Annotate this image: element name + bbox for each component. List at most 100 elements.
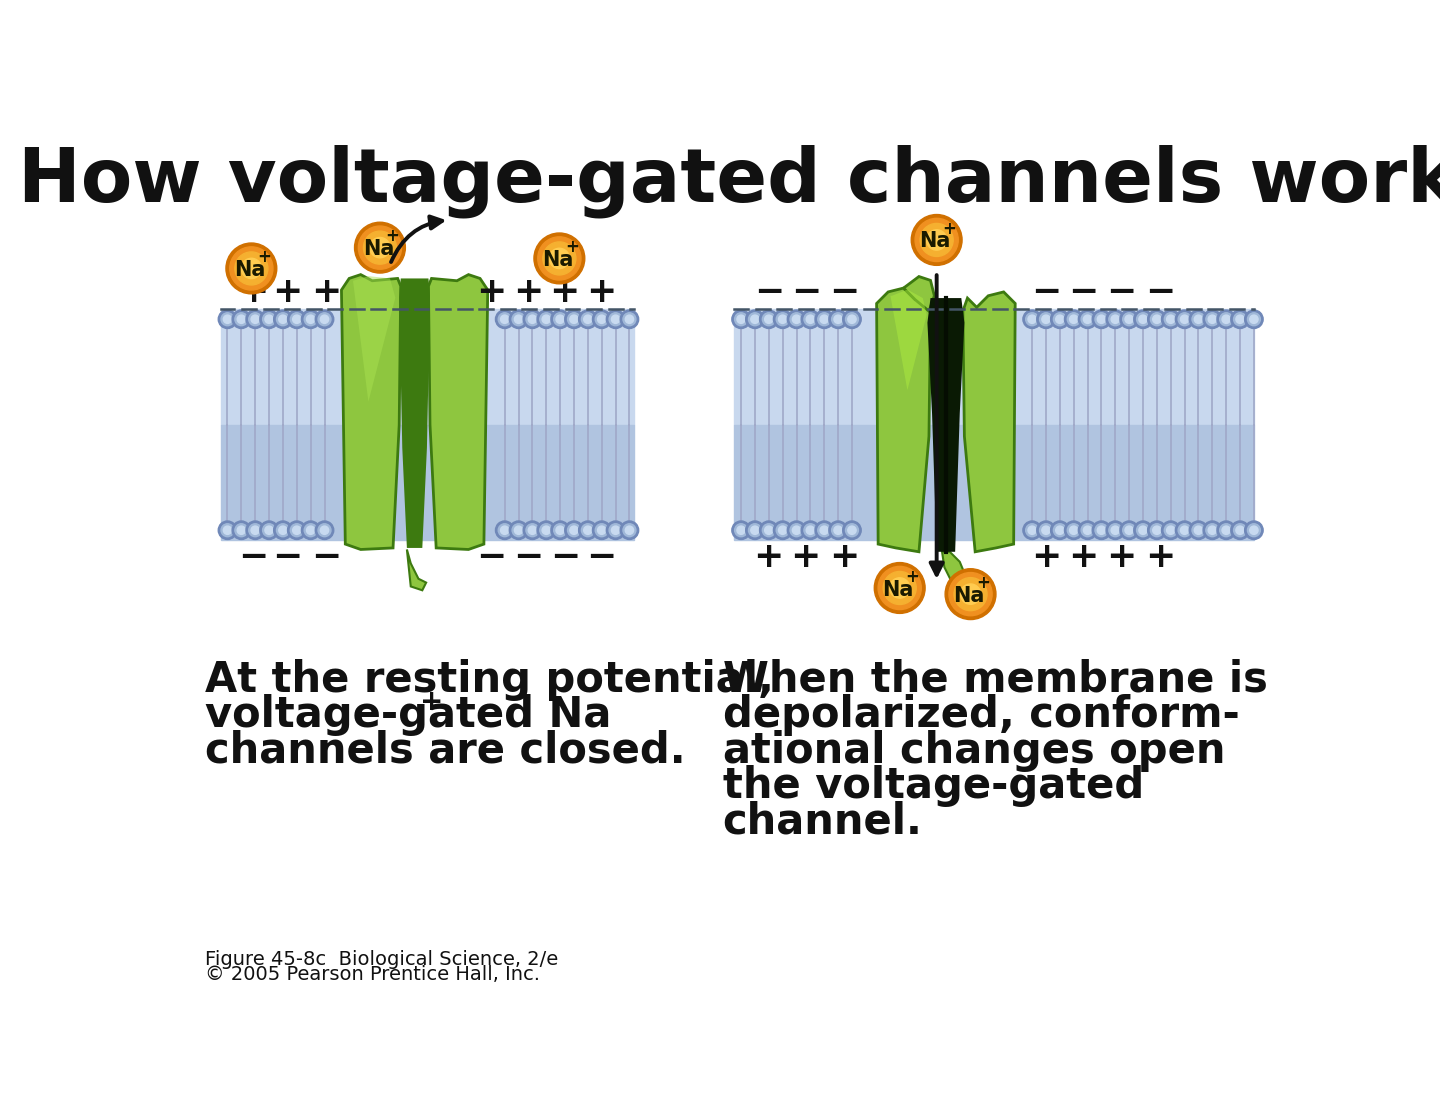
Text: +: + xyxy=(514,275,544,310)
Circle shape xyxy=(274,310,292,329)
Circle shape xyxy=(1194,526,1202,535)
Circle shape xyxy=(1133,521,1152,539)
Circle shape xyxy=(1028,315,1037,323)
Circle shape xyxy=(220,524,233,537)
Circle shape xyxy=(301,521,320,539)
Text: +: + xyxy=(1031,540,1061,574)
Circle shape xyxy=(806,526,815,535)
Circle shape xyxy=(1051,521,1068,539)
Circle shape xyxy=(292,526,301,535)
Circle shape xyxy=(549,248,570,268)
Circle shape xyxy=(1109,524,1122,537)
Circle shape xyxy=(553,524,566,537)
Circle shape xyxy=(1205,313,1218,325)
Polygon shape xyxy=(429,274,488,549)
Circle shape xyxy=(583,315,592,323)
Circle shape xyxy=(1051,310,1068,329)
Circle shape xyxy=(749,313,762,325)
Text: Na: Na xyxy=(883,579,914,599)
Circle shape xyxy=(583,526,592,535)
Circle shape xyxy=(1054,313,1067,325)
Circle shape xyxy=(1189,310,1208,329)
Circle shape xyxy=(750,315,759,323)
Circle shape xyxy=(1151,524,1164,537)
Text: When the membrane is: When the membrane is xyxy=(723,658,1267,701)
Circle shape xyxy=(1094,524,1107,537)
Circle shape xyxy=(765,315,773,323)
Circle shape xyxy=(912,215,962,265)
Circle shape xyxy=(1092,521,1110,539)
Circle shape xyxy=(776,524,789,537)
Circle shape xyxy=(788,310,806,329)
Text: −: − xyxy=(477,540,507,574)
Text: +: + xyxy=(550,275,580,310)
Circle shape xyxy=(759,521,778,539)
Circle shape xyxy=(320,526,328,535)
Circle shape xyxy=(579,521,598,539)
Circle shape xyxy=(1125,526,1133,535)
Circle shape xyxy=(791,313,804,325)
Circle shape xyxy=(1064,310,1083,329)
Text: +: + xyxy=(1145,540,1175,574)
Circle shape xyxy=(501,315,508,323)
Text: −: − xyxy=(1106,275,1136,310)
Circle shape xyxy=(274,521,292,539)
Circle shape xyxy=(1109,313,1122,325)
Text: −: − xyxy=(272,540,302,574)
Circle shape xyxy=(276,313,289,325)
Circle shape xyxy=(1120,310,1139,329)
Circle shape xyxy=(1125,315,1133,323)
Circle shape xyxy=(249,524,262,537)
Bar xyxy=(220,424,634,540)
Circle shape xyxy=(235,313,248,325)
Circle shape xyxy=(737,526,746,535)
Circle shape xyxy=(1175,521,1194,539)
Circle shape xyxy=(540,524,553,537)
Text: +: + xyxy=(419,688,444,716)
Circle shape xyxy=(1123,524,1136,537)
Circle shape xyxy=(804,313,816,325)
Circle shape xyxy=(292,315,301,323)
Circle shape xyxy=(1120,521,1139,539)
Circle shape xyxy=(1064,521,1083,539)
Circle shape xyxy=(1166,315,1175,323)
Circle shape xyxy=(1223,526,1230,535)
Circle shape xyxy=(238,526,245,535)
Text: +: + xyxy=(906,567,919,586)
Circle shape xyxy=(1165,313,1178,325)
Circle shape xyxy=(219,521,236,539)
Circle shape xyxy=(598,315,606,323)
Circle shape xyxy=(734,524,747,537)
Circle shape xyxy=(265,526,274,535)
Circle shape xyxy=(842,310,861,329)
Circle shape xyxy=(1166,526,1175,535)
Circle shape xyxy=(1217,310,1236,329)
Circle shape xyxy=(609,524,622,537)
Circle shape xyxy=(552,310,569,329)
Circle shape xyxy=(1054,524,1067,537)
Circle shape xyxy=(1136,524,1149,537)
Circle shape xyxy=(301,310,320,329)
Circle shape xyxy=(1094,313,1107,325)
Circle shape xyxy=(829,521,847,539)
Text: −: − xyxy=(829,275,860,310)
Circle shape xyxy=(223,526,232,535)
Circle shape xyxy=(304,524,317,537)
Circle shape xyxy=(528,315,537,323)
Circle shape xyxy=(1123,313,1136,325)
Circle shape xyxy=(1133,310,1152,329)
Circle shape xyxy=(1043,315,1050,323)
Circle shape xyxy=(1175,310,1194,329)
Circle shape xyxy=(279,526,287,535)
Circle shape xyxy=(1112,315,1119,323)
Circle shape xyxy=(1083,526,1092,535)
Text: +: + xyxy=(976,574,991,592)
Circle shape xyxy=(240,258,262,278)
Circle shape xyxy=(759,310,778,329)
Circle shape xyxy=(945,569,996,619)
Circle shape xyxy=(262,313,275,325)
Text: Na: Na xyxy=(363,240,395,260)
Circle shape xyxy=(1148,310,1166,329)
Circle shape xyxy=(834,526,842,535)
Circle shape xyxy=(553,313,566,325)
